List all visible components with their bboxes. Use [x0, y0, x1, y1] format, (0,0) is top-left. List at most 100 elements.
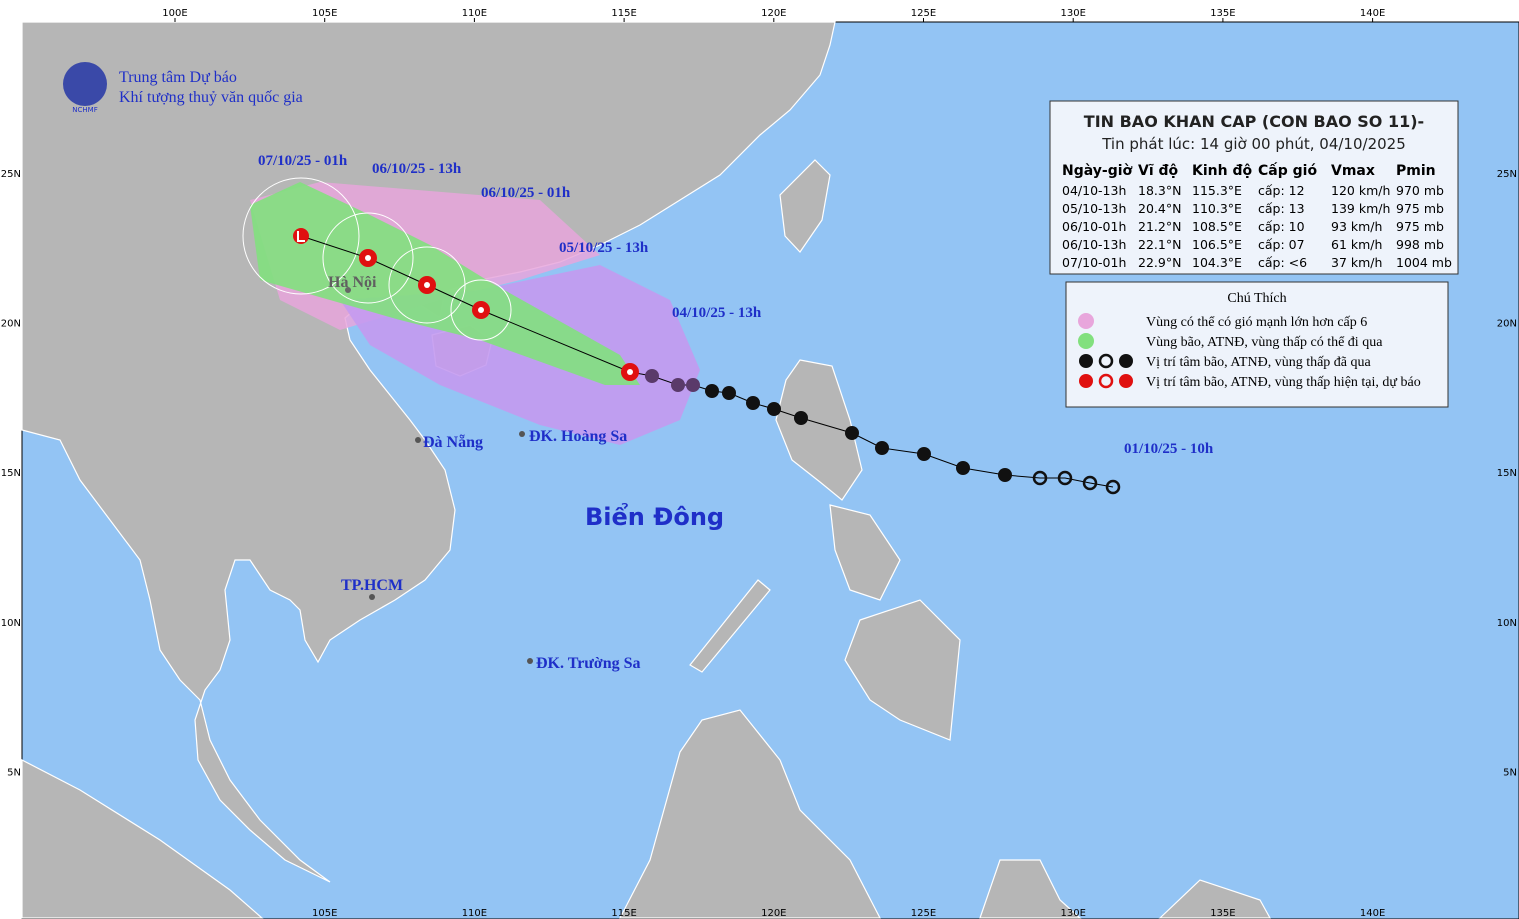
past-storm-symbol [917, 447, 931, 461]
past-storm-symbol [671, 378, 685, 392]
forecast-storm-eye [424, 282, 430, 288]
forecast-low-letter [297, 231, 305, 242]
track-label: 06/10/25 - 13h [372, 161, 462, 177]
forecast-storm-eye [478, 307, 484, 313]
table-cell: 05/10-13h [1062, 201, 1126, 216]
table-cell: cấp: 13 [1258, 201, 1305, 216]
table-cell: cấp: 10 [1258, 219, 1305, 234]
legend-title: Chú Thích [1227, 291, 1286, 306]
table-cell: 06/10-13h [1062, 237, 1126, 252]
bulletin-box [1049, 100, 1459, 275]
forecast-areas [242, 177, 1114, 488]
lon-label: 140E [1360, 908, 1385, 919]
table-cell: 07/10-01h [1062, 255, 1126, 270]
table-cell: 06/10-01h [1062, 219, 1126, 234]
logo: NCHMF Trung tâm Dự báo Khí tượng thuỷ vă… [63, 62, 303, 114]
track-labels: 07/10/25 - 01h 06/10/25 - 13h 06/10/25 - 0… [258, 153, 1214, 457]
lon-label: 100E [162, 8, 187, 19]
lon-label: 130E [1060, 8, 1085, 19]
track-line [300, 235, 1114, 488]
lat-label: 15N [1, 468, 21, 479]
lat-label: 5N [7, 767, 21, 778]
track-label: 05/10/25 - 13h [559, 240, 649, 256]
logo-emblem [63, 62, 107, 106]
table-cell: 22.9°N [1138, 255, 1181, 270]
past-low-symbol [1032, 470, 1048, 486]
past-storm-symbol [686, 378, 700, 392]
place-label: ĐK. Hoàng Sa [529, 428, 627, 445]
past-storm-symbol [767, 402, 781, 416]
legend-swatch [1078, 313, 1094, 329]
legend-item: Vị trí tâm bão, ATNĐ, vùng thấp đã qua [1146, 355, 1372, 370]
table-cell: 106.5°E [1192, 237, 1242, 252]
place-label: Đà Nẵng [423, 434, 483, 451]
table-header: Kinh độ [1192, 163, 1252, 179]
table-cell: 108.5°E [1192, 219, 1242, 234]
table-cell: 110.3°E [1192, 201, 1242, 216]
table-cell: 93 km/h [1331, 219, 1382, 234]
table-header: Ngày-giờ [1062, 163, 1133, 179]
lon-label: 135E [1210, 8, 1235, 19]
lon-label: 140E [1360, 8, 1385, 19]
past-low-symbol [1105, 479, 1121, 495]
table-cell: 04/10-13h [1062, 183, 1126, 198]
table-cell: 120 km/h [1331, 183, 1390, 198]
past-storm-symbol [705, 384, 719, 398]
table-cell: 61 km/h [1331, 237, 1382, 252]
forecast-storm-eye [627, 369, 633, 375]
table-cell: 998 mb [1396, 237, 1444, 252]
lat-label: 20N [1, 319, 21, 330]
table-cell: 21.2°N [1138, 219, 1181, 234]
past-storm-symbol [746, 396, 760, 410]
past-storm-symbol [845, 426, 859, 440]
table-header: Vmax [1331, 163, 1375, 179]
past-storm-symbol [956, 461, 970, 475]
legend-item: Vùng có thể có gió mạnh lớn hơn cấp 6 [1146, 315, 1367, 330]
lon-label: 130E [1060, 908, 1085, 919]
lon-label: 110E [462, 908, 487, 919]
table-cell: 37 km/h [1331, 255, 1382, 270]
places: Hà Nội Đà Nẵng ĐK. Hoàng Sa TP.HCM ĐK. T… [328, 274, 724, 672]
track-label: 01/10/25 - 10h [1124, 441, 1214, 457]
lat-label: 25N [1, 169, 21, 180]
table-cell: 1004 mb [1396, 255, 1452, 270]
lat-label: 25N [1497, 169, 1517, 180]
sea-label: Biển Đông [585, 501, 724, 531]
legend: Chú Thích Vùng có thể có gió mạnh lớn hơ… [1065, 281, 1449, 408]
past-storm-symbol [998, 468, 1012, 482]
legend-item: Vùng bão, ATNĐ, vùng thấp có thể đi qua [1146, 335, 1383, 350]
table-cell: 20.4°N [1138, 201, 1181, 216]
logo-text: NCHMF [72, 106, 97, 114]
lon-label: 115E [611, 8, 636, 19]
legend-swatch [1079, 353, 1133, 389]
lon-label: 125E [911, 908, 936, 919]
lon-label: 135E [1210, 908, 1235, 919]
forecast-positions [293, 228, 639, 381]
past-low-symbol [1057, 470, 1073, 486]
lon-label: 120E [761, 908, 786, 919]
org-line: Khí tượng thuỷ văn quốc gia [119, 89, 303, 106]
table-header: Cấp gió [1258, 162, 1317, 179]
storm-area [250, 182, 640, 385]
table-cell: 139 km/h [1331, 201, 1390, 216]
lon-label: 110E [462, 8, 487, 19]
lat-label: 15N [1497, 468, 1517, 479]
lon-label: 125E [911, 8, 936, 19]
table-cell: 975 mb [1396, 219, 1444, 234]
table-cell: 18.3°N [1138, 183, 1181, 198]
table-cell: 975 mb [1396, 201, 1444, 216]
lon-label: 120E [761, 8, 786, 19]
table-cell: cấp: <6 [1258, 255, 1307, 270]
bulletin-issued: Tin phát lúc: 14 giờ 00 phút, 04/10/2025 [1101, 135, 1406, 153]
track-label: 07/10/25 - 01h [258, 153, 348, 169]
table-cell: 970 mb [1396, 183, 1444, 198]
table-cell: 22.1°N [1138, 237, 1181, 252]
past-positions [645, 369, 1121, 495]
table-header: Vĩ độ [1138, 163, 1179, 179]
org-line: Trung tâm Dự báo [119, 69, 237, 86]
radius-circles [242, 177, 512, 341]
forecast-storm-eye [365, 255, 371, 261]
table-cell: 115.3°E [1192, 183, 1242, 198]
track-label: 06/10/25 - 01h [481, 185, 571, 201]
past-storm-symbol [645, 369, 659, 383]
